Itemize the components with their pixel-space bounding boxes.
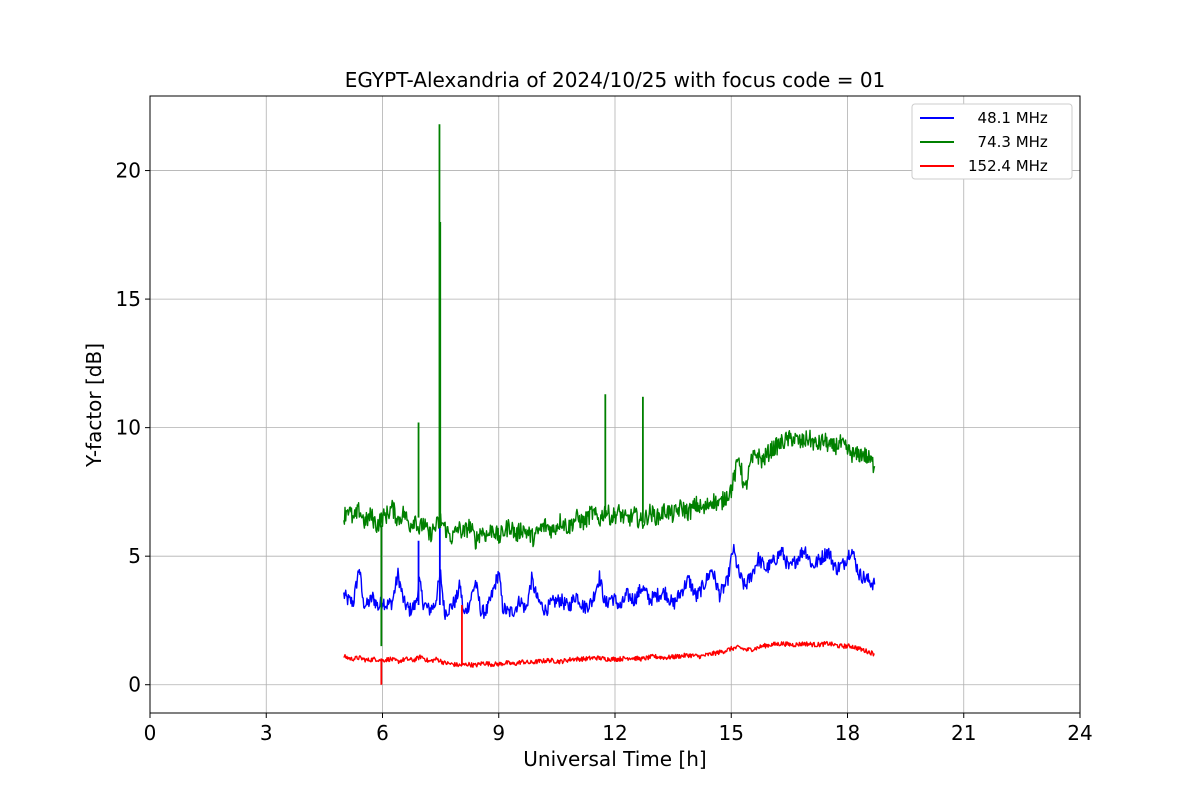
- y-tick-label: 5: [128, 544, 141, 568]
- legend-label-74-3-mhz: 74.3 MHz: [968, 133, 1048, 151]
- series-layer: [343, 124, 876, 685]
- x-axis-label: Universal Time [h]: [523, 747, 706, 771]
- x-tick-label: 9: [492, 721, 505, 745]
- series-line-152-4-mhz: [343, 640, 875, 668]
- x-tick-label: 24: [1067, 721, 1092, 745]
- y-axis-label: Y-factor [dB]: [82, 343, 106, 468]
- x-tick-label: 15: [719, 721, 744, 745]
- legend-label-48-1-mhz: 48.1 MHz: [968, 109, 1048, 127]
- chart-title: EGYPT-Alexandria of 2024/10/25 with focu…: [345, 68, 886, 92]
- x-tick-label: 6: [376, 721, 389, 745]
- y-tick-label: 15: [116, 287, 141, 311]
- y-axis-ticks: 0 5 10 15 20: [116, 159, 150, 697]
- y-tick-label: 0: [128, 673, 141, 697]
- series-line-74-3-mhz: [343, 429, 876, 550]
- legend-label-152-4-mhz: 152.4 MHz: [968, 157, 1048, 175]
- legend-box: [911, 103, 1073, 180]
- y-tick-label: 20: [116, 159, 141, 183]
- y-tick-label: 10: [116, 416, 141, 440]
- x-axis-ticks: 0 3 6 9 12 15 18 21 24: [144, 713, 1093, 745]
- x-tick-label: 21: [951, 721, 976, 745]
- x-tick-label: 12: [602, 721, 627, 745]
- series-line-48-1-mhz: [343, 543, 876, 620]
- x-tick-label: 3: [260, 721, 273, 745]
- x-tick-label: 0: [144, 721, 157, 745]
- legend: 48.1 MHz 74.3 MHz 152.4 MHz: [911, 103, 1073, 180]
- x-tick-label: 18: [835, 721, 860, 745]
